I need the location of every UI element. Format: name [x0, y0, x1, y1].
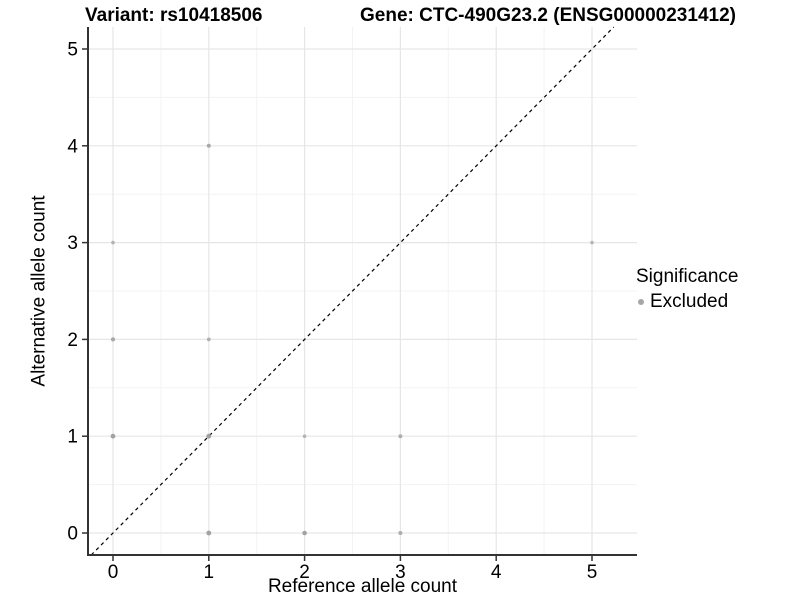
x-tick-label: 3: [395, 562, 406, 583]
x-tick-label: 5: [587, 562, 598, 583]
data-point: [302, 434, 307, 439]
y-tick-label: 1: [67, 427, 78, 448]
data-point: [110, 337, 116, 342]
x-axis-title: Reference allele count: [267, 576, 458, 597]
y-axis-title: Alternative allele count: [29, 195, 51, 387]
plot-title-gene: Gene: CTC-490G23.2 (ENSG00000231412): [360, 5, 736, 26]
legend-point-icon: [638, 299, 644, 305]
data-point: [206, 143, 211, 148]
data-point: [590, 240, 594, 245]
data-point: [206, 337, 211, 342]
data-point: [302, 530, 307, 536]
legend-entry-excluded: Excluded: [634, 291, 738, 313]
data-point: [110, 433, 116, 439]
plot-title-variant: Variant: rs10418506: [85, 5, 263, 26]
y-tick-label: 5: [67, 40, 78, 61]
data-point: [111, 240, 115, 245]
y-tick-label: 4: [67, 136, 78, 157]
identity-line: [90, 26, 615, 556]
y-tick-label: 3: [67, 233, 78, 254]
x-tick-label: 2: [299, 562, 310, 583]
data-point: [206, 530, 212, 536]
legend-entry-label: Excluded: [650, 291, 729, 312]
y-tick-label: 0: [67, 524, 78, 545]
x-tick-label: 1: [204, 562, 215, 583]
data-point: [398, 531, 403, 535]
legend: Significance Excluded: [634, 266, 738, 313]
x-tick-label: 0: [108, 562, 119, 583]
data-point: [206, 433, 212, 439]
data-point: [398, 434, 403, 439]
x-tick-label: 4: [491, 562, 502, 583]
y-axis-title-box: Alternative allele count: [29, 27, 51, 555]
y-tick-label: 2: [67, 330, 78, 351]
legend-title: Significance: [636, 266, 739, 287]
